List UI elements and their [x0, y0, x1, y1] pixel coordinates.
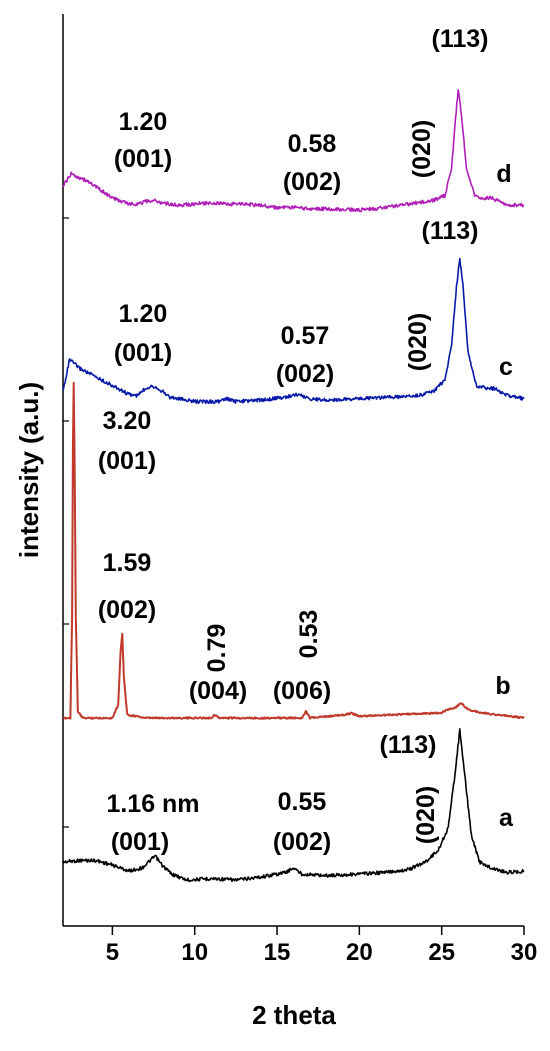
x-tick-label: 30 — [511, 939, 538, 966]
peak-label-c-001-d: 1.20 — [119, 300, 168, 328]
peak-label-b-002-d: 1.59 — [103, 549, 152, 577]
series-layer — [62, 89, 525, 883]
peak-label-a-113-hkl: (113) — [380, 731, 437, 759]
peak-label-b-002-hkl: (002) — [98, 596, 156, 624]
peak-label-b-006-hkl: (006) — [273, 677, 331, 705]
x-tick-label: 25 — [428, 939, 455, 966]
peak-label-a-001-hkl: (001) — [111, 828, 169, 856]
x-axis-ticks: 5 10 15 20 25 30 — [106, 926, 538, 966]
series-label-d: d — [496, 160, 511, 188]
peak-label-d-001-hkl: (001) — [114, 145, 172, 173]
peak-label-d-002-hkl: (002) — [283, 168, 341, 196]
series-label-c: c — [499, 353, 513, 381]
x-tick-label: 20 — [346, 939, 373, 966]
peak-label-b-004-hkl: (004) — [189, 677, 247, 705]
peak-label-a-001-d: 1.16 nm — [106, 790, 199, 818]
peak-label-b-006-d: 0.53 — [295, 610, 323, 659]
series-line-a — [62, 728, 525, 883]
series-line-c — [62, 257, 525, 405]
peak-label-a-002-hkl: (002) — [273, 828, 331, 856]
series-line-d — [62, 89, 525, 213]
series-label-a: a — [499, 804, 514, 832]
peak-label-a-020-hkl: (020) — [412, 786, 440, 844]
x-tick-label: 15 — [264, 939, 291, 966]
plot-frame — [62, 14, 524, 927]
peak-label-b-001-hkl: (001) — [98, 447, 156, 475]
series-line-b — [62, 381, 525, 720]
y-axis-title: intensity (a.u.) — [14, 382, 44, 558]
peak-annotations: 1.16 nm (001) 0.55 (002) (020) (113) a 3… — [98, 25, 514, 856]
peak-label-c-020-hkl: (020) — [404, 313, 432, 371]
peak-label-c-002-hkl: (002) — [276, 360, 334, 388]
x-tick-label: 5 — [106, 939, 119, 966]
peak-label-d-113-hkl: (113) — [432, 25, 489, 53]
peak-label-b-004-d: 0.79 — [203, 624, 231, 673]
peak-label-d-020-hkl: (020) — [408, 120, 436, 178]
peak-label-c-002-d: 0.57 — [281, 322, 330, 350]
x-tick-label: 10 — [181, 939, 208, 966]
peak-label-c-001-hkl: (001) — [114, 339, 172, 367]
peak-label-a-002-d: 0.55 — [278, 788, 327, 816]
peak-label-c-113-hkl: (113) — [422, 217, 479, 245]
peak-label-b-001-d: 3.20 — [103, 407, 152, 435]
peak-label-d-001-d: 1.20 — [119, 108, 168, 136]
peak-label-d-002-d: 0.58 — [288, 130, 337, 158]
x-axis-title: 2 theta — [252, 1000, 336, 1030]
series-label-b: b — [495, 672, 510, 700]
